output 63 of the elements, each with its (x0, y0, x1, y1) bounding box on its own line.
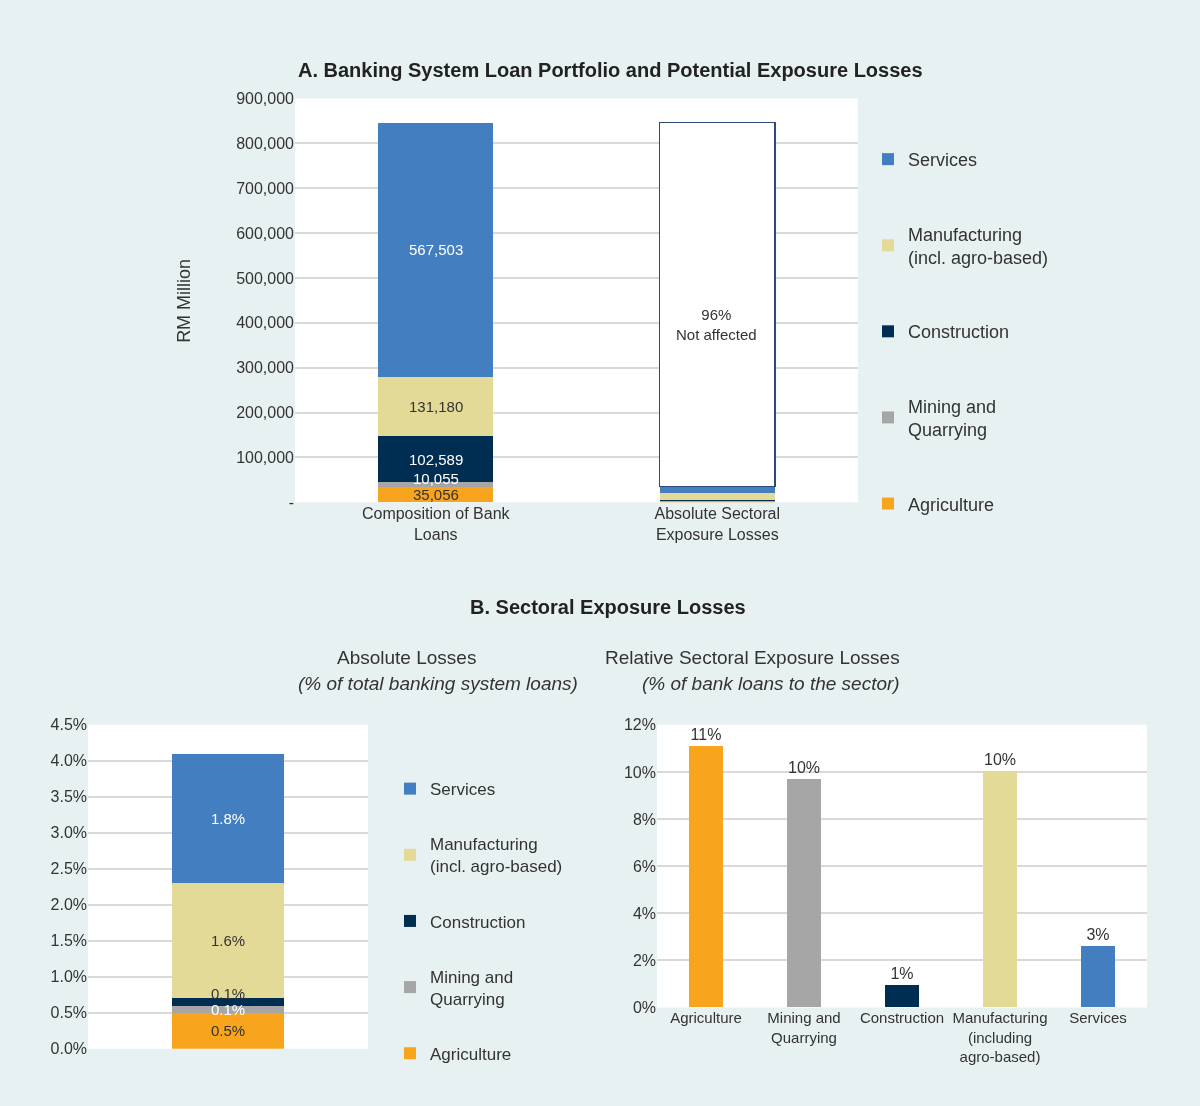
data-label: 102,589 (409, 451, 464, 468)
y-tick-label: 1.0% (50, 968, 87, 986)
text: (% of total banking system loans) (298, 673, 578, 694)
x-tick-label: Construction (859, 1009, 945, 1027)
data-label: 35,056 (413, 486, 459, 503)
y-tick-label: 6% (632, 857, 656, 875)
y-tick-label: 3.5% (50, 788, 87, 806)
y-tick-label: 0.0% (50, 1040, 87, 1058)
y-tick-label: 1.5% (50, 932, 87, 950)
legend-label: Manufacturing (incl. agro-based) (430, 835, 563, 877)
y-tick-label: 10% (623, 763, 656, 781)
y-tick-label: 12% (623, 716, 656, 734)
data-label: 10% (787, 758, 821, 776)
y-tick-label: 200,000 (236, 404, 295, 422)
data-label: 1.8% (211, 810, 246, 827)
x-tick-label: Agriculture (670, 1009, 742, 1027)
y-tick-label: 100,000 (236, 449, 295, 467)
data-label: 0.5% (211, 1022, 246, 1039)
y-tick-label: 2% (632, 951, 656, 969)
data-label: 3% (1086, 926, 1110, 944)
y-axis-title: RM Million (174, 258, 195, 343)
legend-label: Mining and Quarrying (908, 396, 997, 441)
x-tick-label: Mining and Quarrying (767, 1009, 841, 1046)
y-tick-label: 8% (632, 810, 656, 828)
legend-label: Services (430, 780, 496, 800)
y-tick-label: 4.5% (50, 716, 87, 734)
chart-subtitle: (% of bank loans to the sector) (642, 673, 900, 694)
legend-label: Construction (908, 322, 1010, 343)
text: B. Sectoral Exposure Losses (470, 596, 746, 618)
y-tick-label: 2.0% (50, 896, 87, 914)
x-tick-label: Composition of Bank Loans (361, 505, 511, 544)
data-label: 11% (690, 726, 722, 743)
y-tick-label: 500,000 (236, 269, 295, 287)
annotation: 96% Not affected (676, 306, 757, 343)
data-label: 131,180 (409, 398, 464, 415)
legend-label: Agriculture (430, 1044, 512, 1064)
data-label: 567,503 (409, 241, 464, 258)
y-tick-label: 800,000 (236, 135, 295, 153)
chart-title: A. Banking System Loan Portfolio and Potential Exposure Losses (298, 59, 923, 81)
data-label: 1.6% (211, 932, 246, 949)
data-label: 0.1% (211, 985, 246, 1002)
legend-label: Services (908, 150, 978, 171)
y-tick-label: 300,000 (236, 359, 295, 377)
x-tick-label: Absolute Sectoral Exposure Losses (654, 505, 780, 544)
y-tick-label: 600,000 (236, 224, 295, 242)
y-tick-label: 3.0% (50, 824, 87, 842)
chart-title: Relative Sectoral Exposure Losses (605, 647, 900, 668)
y-tick-label: 4% (632, 904, 656, 922)
y-tick-label: 0% (632, 999, 656, 1016)
y-tick-label: - (288, 493, 294, 511)
y-tick-label: 900,000 (236, 90, 295, 108)
y-tick-label: 2.5% (50, 860, 87, 878)
text: Absolute Losses (337, 647, 477, 668)
y-tick-label: 0.5% (50, 1004, 87, 1022)
y-tick-label: 4.0% (50, 752, 87, 770)
legend-label: Manufacturing (incl. agro-based) (908, 224, 1049, 268)
data-label: 10% (983, 750, 1017, 768)
y-tick-label: 700,000 (236, 179, 295, 197)
x-tick-label: Services (1069, 1009, 1127, 1027)
legend-label: Construction (430, 912, 526, 932)
data-label: 1% (890, 964, 914, 982)
y-tick-label: 400,000 (236, 314, 295, 332)
x-tick-label: Manufacturing (including agro-based) (952, 1009, 1048, 1066)
